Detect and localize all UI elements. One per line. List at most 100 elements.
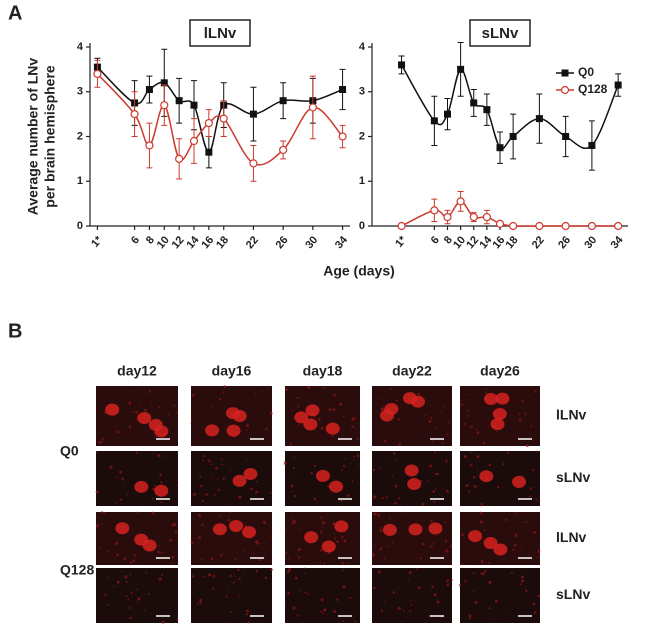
speckle [468,617,472,620]
speckle [229,511,231,514]
speckle [525,589,528,592]
y-tick-label: 3 [77,86,83,98]
marker [249,159,258,168]
speckle [289,473,291,475]
speckle [322,612,324,615]
speckle [432,490,436,493]
speckle [529,487,533,490]
speckle [353,455,355,458]
speckle [351,425,355,428]
speckle [292,519,294,522]
speckle [533,611,537,614]
cell [242,526,257,539]
micrograph [283,451,360,506]
speckle [394,484,398,488]
speckle [373,586,376,590]
speckle [398,443,402,447]
speckle [214,522,216,524]
marker [175,97,183,105]
micrograph-bg [191,512,272,565]
speckle [331,434,334,437]
speckle [378,467,381,470]
speckle [479,572,482,575]
speckle [114,425,117,428]
speckle [165,513,167,515]
column-label: day22 [392,363,432,379]
speckle [96,451,98,454]
speckle [341,536,344,539]
speckle [158,577,162,581]
speckle [297,424,300,427]
cell [321,540,336,553]
cell [134,533,149,546]
speckle [344,457,346,460]
speckle [421,502,425,506]
speckle [262,520,267,524]
speckle [520,575,524,579]
speckle [173,522,177,526]
speckle [421,542,425,546]
y-tick-label: 1 [359,175,365,187]
speckle [123,557,127,561]
marker [308,103,317,112]
speckle [154,484,157,487]
speckle [444,521,447,524]
speckle [131,471,134,473]
micrograph [460,386,540,448]
speckle [265,502,267,504]
speckle [297,556,301,559]
speckle [210,476,212,479]
speckle [385,496,388,499]
marker [483,106,491,114]
speckle [537,550,541,554]
speckle [293,520,297,523]
speckle [535,498,538,501]
speckle [296,396,299,400]
speckle [373,495,377,499]
speckle [480,504,483,507]
speckle [134,554,137,557]
speckle [145,571,148,574]
marker [562,133,570,140]
micrograph [96,386,178,446]
cell [294,411,309,424]
speckle [215,466,219,470]
speckle [216,478,219,480]
speckle [444,459,448,463]
marker [160,101,169,110]
speckle [207,573,211,577]
column-label: day18 [303,363,343,379]
cell [410,395,425,408]
speckle [246,424,249,428]
speckle [350,428,352,430]
micrograph [285,385,360,446]
speckle [256,480,258,483]
panel-label: B [8,320,22,342]
speckle [319,561,322,564]
cell [329,480,344,493]
y-tick-label: 3 [359,86,365,98]
group-label: Q128 [60,562,94,578]
speckle [428,614,431,618]
cell [148,418,163,431]
marker [93,69,102,78]
cell [212,523,227,536]
group-label: Q0 [60,443,79,459]
speckle [518,418,522,422]
x-tick-label: 26 [556,234,573,251]
speckle [214,493,216,496]
speckle [444,539,448,542]
x-tick-label: 18 [504,234,521,251]
speckle [310,471,313,475]
speckle [336,598,339,601]
speckle [290,484,294,488]
speckle [356,454,360,457]
speckle [431,440,434,443]
speckle [313,497,317,501]
speckle [433,500,436,503]
marker [561,221,570,231]
speckle [121,477,125,481]
marker [587,221,596,231]
micrograph [460,450,540,507]
speckle [129,573,132,576]
